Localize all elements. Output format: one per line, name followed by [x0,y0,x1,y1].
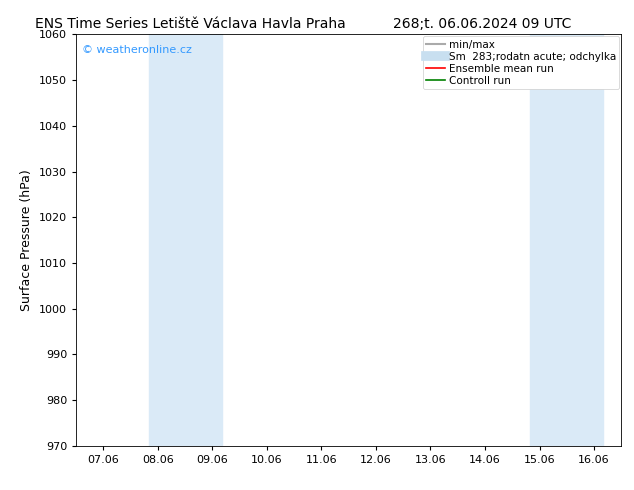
Text: © weatheronline.cz: © weatheronline.cz [82,45,191,54]
Y-axis label: Surface Pressure (hPa): Surface Pressure (hPa) [20,169,34,311]
Bar [530,34,604,446]
Text: ENS Time Series Letiště Václava Havla Praha: ENS Time Series Letiště Václava Havla Pr… [35,17,346,31]
Text: 268;t. 06.06.2024 09 UTC: 268;t. 06.06.2024 09 UTC [392,17,571,31]
Bar [148,34,222,446]
Legend: min/max, Sm  283;rodatn acute; odchylka, Ensemble mean run, Controll run: min/max, Sm 283;rodatn acute; odchylka, … [423,36,619,89]
Title: ENS Time Series Letiště Václava Havla Praha       268;t. 06.06.2024 09 UTC: ENS Time Series Letiště Václava Havla Pr… [0,489,1,490]
